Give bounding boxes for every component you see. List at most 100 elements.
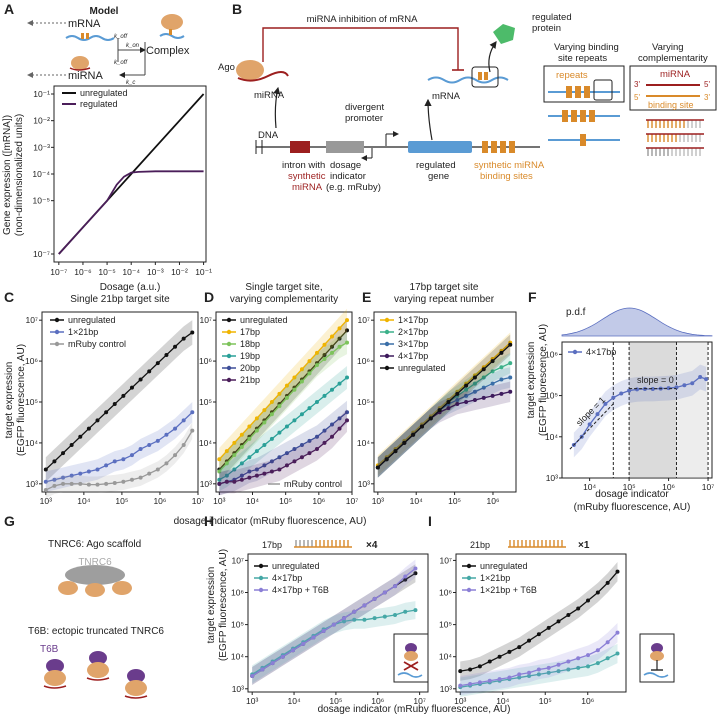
ago-protein-icon — [236, 60, 264, 80]
divergent-2: promoter — [345, 113, 383, 124]
panel-c-mruby-point — [61, 481, 66, 486]
panel-i-ytick-label: 10⁴ — [439, 652, 452, 662]
h-inset-mrna — [397, 672, 423, 678]
panel-d-18bp-point — [239, 445, 244, 449]
panel-e-1-point — [464, 387, 469, 392]
panel-d-21bp-point — [239, 477, 244, 482]
panel-i-0-point — [576, 606, 581, 611]
panel-c-unregulated-point — [86, 426, 91, 431]
panel-h-1-point — [403, 609, 408, 614]
panel-f-4x17bp-point — [595, 412, 600, 417]
panel-d-21bp-point — [269, 469, 274, 474]
panel-e-3-point — [499, 391, 504, 396]
panel-c-1x21bp-point — [147, 442, 152, 447]
panel-d-21bp-point — [330, 434, 334, 439]
legend-marker — [384, 365, 390, 371]
panel-i-0-point — [605, 580, 610, 585]
panel-label-h: H — [204, 513, 214, 529]
row1-ylabel-1: target expression — [4, 362, 15, 439]
legend-label: unregulated — [272, 561, 320, 571]
panel-e-xtick-label: 10⁶ — [486, 496, 499, 506]
panel-f-4x17bp-point — [587, 422, 592, 427]
panel-e-ytick-label: 10⁷ — [357, 315, 370, 325]
tnrc6-icon — [65, 565, 125, 585]
panel-d-ytick-label: 10⁷ — [199, 315, 212, 325]
panel-h-xtick-label: 10⁷ — [413, 696, 426, 706]
panel-d-18bp-point — [232, 453, 237, 458]
panel-label-e: E — [362, 289, 371, 305]
panel-e-0-line — [377, 342, 511, 466]
panel-e-xtick-label: 10⁴ — [410, 496, 423, 506]
h-mult: ×4 — [366, 540, 378, 551]
panel-d-21bp-point — [299, 455, 304, 460]
panel-a-schematic: Model mRNA miRNA Complex k_off k_on k_of… — [27, 6, 190, 86]
panel-d-20bp-point — [307, 438, 312, 443]
panel-d-18bp-point — [299, 379, 304, 384]
panel-i-1-point — [517, 675, 522, 680]
legend-marker — [54, 329, 60, 335]
panel-d-17bp-point — [314, 350, 319, 355]
panel-f-xtick-label: 10⁷ — [702, 482, 715, 492]
panel-d-ytick-label: 10⁵ — [199, 397, 212, 407]
panel-i-1-point — [586, 664, 591, 669]
panel-a-xtick-label: 10⁻⁷ — [50, 267, 67, 277]
panel-h-ytick-label: 10⁵ — [231, 620, 244, 630]
panel-a-ytick-label: 10⁻⁵ — [33, 196, 50, 206]
panel-label-c: C — [4, 289, 14, 305]
panel-a-xtick-label: 10⁻⁵ — [98, 267, 115, 277]
panel-d-18bp-point — [307, 371, 312, 376]
k-on-label: k_on — [126, 43, 140, 49]
panel-a-ytick-label: 10⁻⁴ — [32, 169, 50, 179]
legend-label: 1×17bp — [398, 315, 428, 325]
f-xlabel-1: dosage indicator — [595, 489, 669, 500]
sites-1: synthetic miRNA — [474, 160, 545, 171]
legend-label: unregulated — [480, 561, 528, 571]
panel-c-mruby-point — [173, 453, 178, 458]
panel-a-ylabel-2: (non-dimensionalized units) — [14, 114, 25, 236]
panel-d-17bp-point — [262, 408, 267, 413]
protein-icon — [493, 24, 515, 44]
panel-d-20bp-point — [284, 451, 289, 456]
panel-a-xtick-label: 10⁻¹ — [195, 267, 212, 277]
legend-marker — [54, 317, 60, 323]
panel-d-19bp-point — [239, 461, 244, 466]
panel-a-ytick-label: 10⁻² — [33, 116, 50, 126]
i-mult: ×1 — [578, 540, 590, 551]
panel-d-19bp-point — [322, 393, 327, 398]
panel-h-ytick-label: 10⁴ — [231, 652, 244, 662]
panel-i-1-point — [536, 672, 541, 677]
panel-d-20bp-point — [239, 473, 244, 478]
panel-label-a: A — [4, 1, 14, 17]
panel-d-21bp-point — [314, 447, 319, 452]
panel-b-schematic: miRNA inhibition of mRNA regulated prote… — [218, 12, 717, 193]
panel-e-4-point — [419, 424, 424, 429]
panel-d-18bp-point — [269, 412, 274, 417]
panel-e-3-band — [377, 381, 511, 478]
panel-d-19bp-point — [217, 477, 222, 482]
panel-d-ytick-label: 10⁴ — [199, 438, 212, 448]
panel-d-18bp-point — [330, 350, 334, 355]
panel-i-0-point — [487, 659, 492, 664]
panel-d-17bp-point — [247, 424, 252, 429]
panel-c-1x21bp-point — [164, 432, 169, 437]
legend-marker — [384, 341, 390, 347]
panel-f-xtick-label: 10⁶ — [662, 482, 675, 492]
panel-i-1-point — [615, 651, 620, 656]
gene-block — [408, 141, 472, 153]
panel-f-ytick-label: 10⁵ — [545, 391, 558, 401]
legend-label: 4×17bp — [586, 347, 616, 357]
panel-d-xtick-label: 10⁶ — [312, 496, 325, 506]
panel-d-19bp-point — [314, 400, 319, 404]
legend-label: unregulated — [398, 363, 446, 373]
panel-c-mruby-point — [129, 477, 134, 482]
panel-d-21bp-point — [322, 440, 327, 445]
panel-c-xtick-label: 10³ — [40, 496, 52, 506]
panel-i-0-point — [497, 654, 502, 659]
panel-e-4-point — [411, 432, 416, 437]
panel-c-1x21bp-point — [95, 467, 100, 472]
panel-e-4-point — [446, 400, 451, 404]
repeats-label: repeats — [556, 70, 588, 81]
panel-d-20bp-point — [277, 455, 282, 460]
panel-d-xtick-label: 10³ — [213, 496, 225, 506]
panel-c-mruby-point — [104, 481, 109, 486]
